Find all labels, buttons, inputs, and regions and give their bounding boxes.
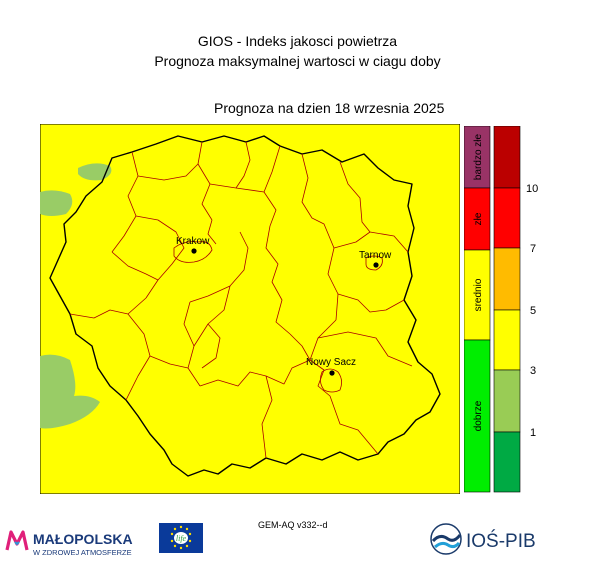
tarnow-district [365, 255, 383, 271]
district-line [235, 141, 251, 189]
air-quality-legend: bardzo złe złe srednio dobrze 10 7 5 3 1 [464, 126, 538, 493]
district-line [317, 331, 413, 367]
tick-10: 10 [526, 183, 538, 195]
map-title: GIOS - Indeks jakosci powietrza [197, 33, 398, 49]
map-subtitle: Prognoza maksymalnej wartosci w ciagu do… [154, 53, 441, 69]
category-very-bad [464, 126, 491, 189]
district-line [199, 371, 267, 387]
district-line [265, 319, 337, 385]
index-bar-dark-green [493, 431, 521, 493]
map-field [40, 124, 460, 494]
forecast-map: Krakow Tarnow Nowy Sacz [40, 124, 460, 494]
district-line [301, 153, 339, 321]
tick-3: 3 [530, 365, 536, 377]
index-bar-yellow [493, 309, 521, 371]
district-line [149, 355, 189, 369]
malopolska-m-icon [5, 530, 29, 551]
tarnow-marker [373, 262, 379, 268]
tarnow-label: Tarnow [359, 250, 392, 261]
nowy-sacz-district [320, 368, 342, 393]
index-bar-red [493, 187, 521, 249]
district-line [111, 151, 139, 253]
eu-life-logo: life [159, 523, 203, 553]
ios-pib-name: IOŚ-PIB [466, 530, 536, 552]
malopolska-name: MAŁOPOLSKA [33, 531, 133, 547]
category-label-good: dobrze [473, 400, 484, 431]
district-line [189, 231, 249, 303]
category-good [464, 339, 491, 493]
district-line [209, 183, 265, 193]
district-line [137, 163, 199, 181]
index-bar-orange [493, 247, 521, 311]
ios-pib-logo: IOŚ-PIB [430, 523, 536, 555]
tick-1: 1 [530, 427, 536, 439]
ios-wave-icon [431, 534, 462, 543]
index-bar-light-green [493, 369, 521, 433]
krakow-label: Krakow [176, 236, 210, 247]
eu-life-text: life [176, 534, 187, 543]
district-line [309, 359, 379, 455]
model-version: GEM-AQ v332--d [258, 520, 328, 530]
good-patch-southwest [40, 354, 100, 429]
district-line [337, 293, 405, 313]
krakow-district [173, 241, 213, 263]
category-label-bad: złe [473, 212, 484, 225]
district-line [111, 251, 159, 281]
category-label-very-bad: bardzo złe [473, 133, 484, 180]
category-moderate [464, 249, 491, 341]
district-line [69, 297, 147, 319]
good-patch-west [40, 190, 73, 216]
district-borders [69, 141, 413, 459]
eu-stars-icon [170, 525, 192, 550]
district-line [289, 333, 311, 361]
good-patch-northwest [78, 163, 112, 181]
tick-7: 7 [530, 243, 536, 255]
nowy-sacz-marker [329, 370, 335, 376]
category-label-moderate: srednio [473, 278, 484, 311]
malopolska-logo: MAŁOPOLSKA W ZDROWEJ ATMOSFERZE [5, 530, 133, 557]
district-line [207, 219, 217, 245]
nowy-sacz-label: Nowy Sacz [306, 357, 356, 368]
tick-5: 5 [530, 305, 536, 317]
forecast-date: Prognoza na dzien 18 wrzesnia 2025 [214, 100, 445, 116]
district-line [193, 285, 231, 347]
district-line [265, 225, 291, 335]
district-line [201, 323, 221, 369]
krakow-marker [191, 248, 197, 254]
index-bar-dark-red [493, 126, 521, 189]
district-line [261, 375, 273, 459]
malopolska-tagline: W ZDROWEJ ATMOSFERZE [33, 548, 132, 557]
district-line [339, 161, 371, 233]
